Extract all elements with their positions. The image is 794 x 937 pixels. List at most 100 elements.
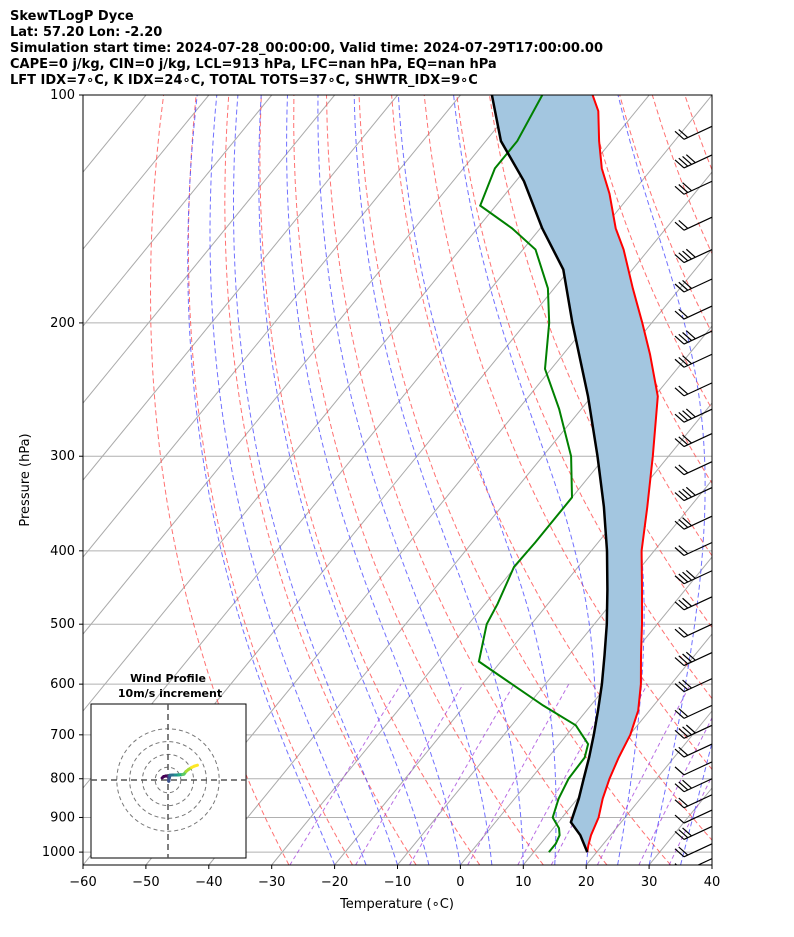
isotherm-line <box>397 479 712 865</box>
isotherm-line <box>208 248 712 865</box>
y-axis-label: Pressure (hPa) <box>18 433 33 526</box>
wind-barb <box>674 809 712 824</box>
wind-barb <box>674 724 712 739</box>
y-tick-label: 600 <box>50 677 75 692</box>
y-tick-label: 400 <box>50 544 75 559</box>
y-tick-label: 500 <box>50 617 75 632</box>
wind-barb <box>674 651 712 667</box>
isotherm-line <box>83 95 587 712</box>
mixing-ratio-line <box>638 716 712 865</box>
dewpoint-line <box>477 95 590 853</box>
wind-barb <box>674 541 712 557</box>
wind-barb <box>674 154 712 169</box>
dry-adiabat-line <box>326 95 608 865</box>
wind-barb <box>674 515 712 530</box>
dry-adiabat-line <box>783 95 794 865</box>
hodograph-segment <box>192 763 199 768</box>
isotherm-line <box>648 787 712 865</box>
y-tick-label: 800 <box>50 772 75 787</box>
isotherm-line <box>83 95 524 635</box>
hodograph-title: Wind Profile <box>130 672 206 685</box>
y-tick-label: 900 <box>50 810 75 825</box>
title-line-cape: CAPE=0 j/kg, CIN=0 j/kg, LCL=913 hPa, LF… <box>10 57 497 72</box>
wind-barb <box>674 382 712 397</box>
mixing-ratio-line <box>596 683 691 865</box>
wind-barb <box>674 180 712 195</box>
mixing-ratio-line <box>467 683 570 865</box>
wind-barb <box>674 486 712 502</box>
moist-adiabat-line <box>317 95 493 865</box>
dry-adiabat-line <box>488 95 712 629</box>
isotherm-line <box>145 171 712 865</box>
moist-adiabats <box>187 95 712 865</box>
moist-adiabat-line <box>209 95 367 865</box>
wind-barb <box>674 353 712 368</box>
x-tick-label: −30 <box>258 875 285 890</box>
wind-barb <box>674 794 712 809</box>
isotherm-line <box>711 864 712 865</box>
wind-barb <box>674 623 712 638</box>
y-tick-label: 700 <box>50 728 75 743</box>
y-tick-label: 100 <box>50 88 75 103</box>
wind-barb <box>674 216 712 231</box>
x-tick-label: 40 <box>704 875 721 890</box>
dry-adiabat-line <box>293 95 544 865</box>
wind-barbs <box>674 125 712 865</box>
hodograph-inset: Wind Profile 10m/s increment <box>90 672 247 859</box>
wind-barb <box>674 330 712 345</box>
wind-barb <box>674 596 712 611</box>
wind-barb <box>674 248 712 264</box>
hodograph-trace <box>160 763 199 783</box>
moist-adiabat-line <box>397 95 557 865</box>
wind-barb <box>674 570 712 585</box>
dry-adiabat-line <box>259 95 481 865</box>
temperature-line <box>586 95 659 853</box>
dry-adiabats <box>149 95 794 865</box>
dry-adiabat-line <box>750 95 794 865</box>
x-axis-ticks: −60 −50 −40 −30 −20 −10 0 10 20 30 40 <box>69 865 720 890</box>
wind-barb <box>674 704 712 719</box>
mixing-ratio-line <box>668 775 712 865</box>
wind-barb <box>674 278 712 293</box>
x-tick-label: 0 <box>456 875 464 890</box>
moist-adiabat-line <box>617 95 706 865</box>
moist-adiabat-line <box>353 95 524 865</box>
wind-barb <box>674 761 712 776</box>
y-tick-label: 200 <box>50 316 75 331</box>
x-tick-label: −60 <box>69 875 96 890</box>
mixing-ratio-line <box>289 683 402 865</box>
isotherm-line <box>83 95 461 558</box>
x-tick-label: −40 <box>195 875 222 890</box>
dry-adiabat-line <box>554 95 712 485</box>
dry-adiabat-line <box>717 95 794 865</box>
wind-barb <box>674 778 712 793</box>
isotherm-line <box>83 95 210 250</box>
x-tick-label: −20 <box>321 875 348 890</box>
parcel-profile-line <box>490 95 609 853</box>
mixing-ratio-line <box>355 683 464 865</box>
wind-barb <box>674 843 712 858</box>
dry-adiabat-line <box>224 95 417 865</box>
wind-barb <box>674 305 712 320</box>
moist-adiabat-line <box>233 95 398 865</box>
x-tick-label: 20 <box>578 875 595 890</box>
isotherm-line <box>83 95 84 96</box>
isotherm-line <box>585 710 712 865</box>
moist-adiabat-line <box>187 95 336 865</box>
cape-shaded-area <box>491 95 658 853</box>
x-tick-label: −10 <box>384 875 411 890</box>
dry-adiabat-line <box>358 95 671 865</box>
dry-adiabat-line <box>187 95 353 865</box>
title-line-indices: LFT IDX=7∘C, K IDX=24∘C, TOTAL TOTS=37∘C… <box>10 73 478 88</box>
moist-adiabat-line <box>711 863 712 865</box>
title-line-station: SkewTLogP Dyce <box>10 9 134 24</box>
wind-barb <box>674 433 712 448</box>
title-line-location: Lat: 57.20 Lon: -2.20 <box>10 25 163 40</box>
y-axis-ticks: 100 200 300 400 500 600 700 800 900 1000 <box>42 88 83 860</box>
x-tick-label: 10 <box>515 875 532 890</box>
wind-barb <box>674 461 712 476</box>
x-axis-label: Temperature (∘C) <box>339 897 454 912</box>
dry-adiabat-line <box>391 95 712 841</box>
wind-barb <box>674 743 712 758</box>
